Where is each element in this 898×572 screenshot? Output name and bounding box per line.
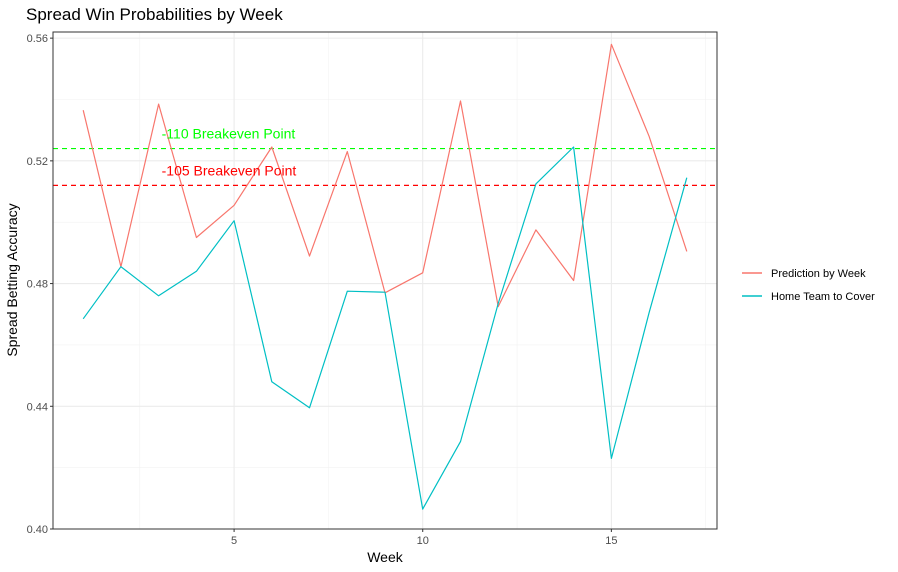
legend-label: Prediction by Week — [771, 268, 866, 280]
reference-line-label: -110 Breakeven Point — [162, 126, 296, 142]
y-tick-label: 0.44 — [27, 401, 48, 413]
legend-label: Home Team to Cover — [771, 291, 875, 303]
series-lines — [82, 43, 688, 510]
x-tick-label: 5 — [231, 535, 237, 547]
y-axis-title: Spread Betting Accuracy — [4, 203, 20, 356]
x-tick-label: 10 — [417, 535, 429, 547]
chart-title: Spread Win Probabilities by Week — [26, 5, 283, 24]
x-axis-ticks: 5 10 15 — [231, 529, 617, 547]
legend: Prediction by Week Home Team to Cover — [742, 268, 875, 303]
x-tick-label: 15 — [605, 535, 617, 547]
y-axis-ticks: 0.40 0.44 0.48 0.52 0.56 — [27, 33, 53, 536]
plot-panel-border — [52, 31, 718, 530]
reference-line-label: -105 Breakeven Point — [162, 162, 297, 178]
y-tick-label: 0.52 — [27, 156, 48, 168]
y-tick-label: 0.40 — [27, 524, 48, 536]
y-tick-label: 0.48 — [27, 279, 48, 291]
series-line-2 — [82, 146, 688, 510]
y-tick-label: 0.56 — [27, 33, 48, 45]
x-axis-title: Week — [367, 549, 404, 565]
reference-lines — [53, 147, 717, 186]
reference-labels: -110 Breakeven Point -105 Breakeven Point — [162, 126, 297, 179]
minor-gridlines — [53, 32, 717, 529]
